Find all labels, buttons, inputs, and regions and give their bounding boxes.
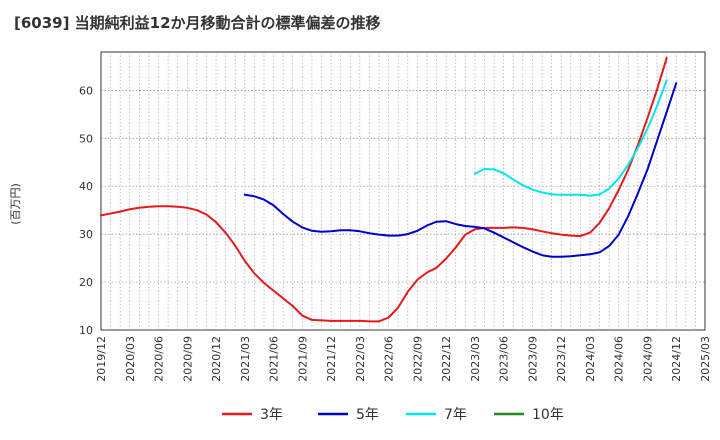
series-line-2	[473, 79, 668, 197]
x-tick-label: 2020/09	[181, 336, 194, 382]
x-tick-label: 2021/09	[296, 336, 309, 382]
legend-label-0: 3年	[260, 407, 283, 423]
x-tick-label: 2022/12	[440, 336, 453, 382]
y-tick-label: 60	[79, 84, 93, 97]
x-gridlines	[110, 52, 696, 330]
x-tick-label: 2024/09	[641, 336, 654, 382]
legend-label-1: 5年	[356, 407, 379, 423]
x-tick-label: 2019/12	[95, 336, 108, 382]
y-tick-label: 30	[79, 228, 93, 241]
x-tick-label: 2024/12	[670, 336, 683, 382]
x-tick-label: 2023/12	[555, 336, 568, 382]
x-tick-label: 2022/06	[383, 336, 396, 382]
y-axis-ticks: 10 20 30 40 50 60	[79, 84, 93, 337]
x-tick-label: 2023/03	[469, 336, 482, 382]
x-tick-label: 2021/03	[239, 336, 252, 382]
x-tick-label: 2020/06	[153, 336, 166, 382]
x-axis-ticks: 2019/12 2020/03 2020/06 2020/09 2020/12 2021/…	[95, 336, 712, 382]
y-tick-label: 40	[79, 180, 93, 193]
x-tick-label: 2021/06	[268, 336, 281, 382]
x-tick-label: 2020/03	[124, 336, 137, 382]
series-line-0	[100, 56, 668, 323]
legend: 3年 5年 7年 10年	[222, 407, 564, 423]
x-tick-label: 2021/12	[325, 336, 338, 382]
x-tick-label: 2023/06	[498, 336, 511, 382]
series-lines	[100, 56, 678, 323]
plot-area	[100, 51, 706, 331]
x-tick-label: 2022/03	[354, 336, 367, 382]
legend-label-3: 10年	[532, 407, 564, 423]
legend-label-2: 7年	[444, 407, 467, 423]
y-tick-label: 20	[79, 276, 93, 289]
x-tick-label: 2023/09	[526, 336, 539, 382]
x-tick-label: 2025/03	[699, 336, 712, 382]
series-line-1	[243, 82, 678, 258]
y-tick-label: 50	[79, 132, 93, 145]
x-tick-label: 2024/03	[584, 336, 597, 382]
chart-title: [6039] 当期純利益12か月移動合計の標準偏差の推移	[14, 14, 381, 32]
x-tick-label: 2022/09	[411, 336, 424, 382]
x-tick-label: 2024/06	[613, 336, 626, 382]
y-tick-label: 10	[79, 324, 93, 337]
x-tick-label: 2020/12	[210, 336, 223, 382]
